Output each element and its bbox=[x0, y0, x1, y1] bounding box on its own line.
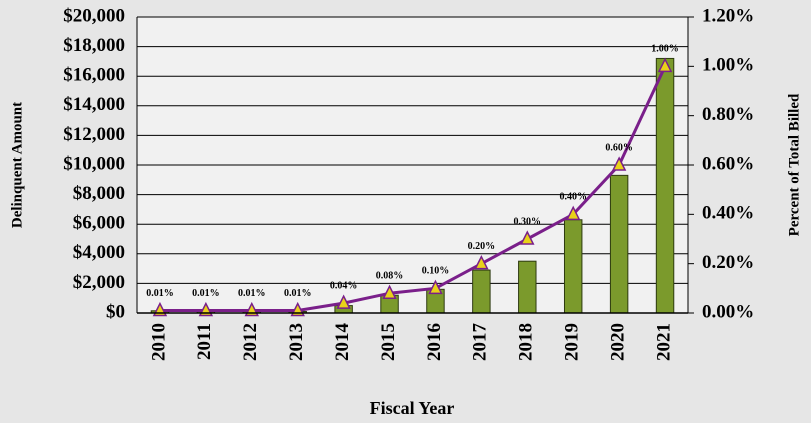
y-tick-label: $14,000 bbox=[63, 94, 125, 115]
y2-tick-label: 0.60% bbox=[702, 153, 754, 174]
data-label: 0.10% bbox=[422, 266, 450, 277]
data-label: 0.01% bbox=[192, 288, 220, 299]
y2-tick-label: 1.20% bbox=[702, 5, 754, 26]
x-tick-label: 2019 bbox=[562, 323, 583, 361]
y2-tick-label: 1.00% bbox=[702, 55, 754, 76]
x-axis-title: Fiscal Year bbox=[370, 398, 455, 418]
data-label: 0.04% bbox=[330, 280, 358, 291]
marker bbox=[611, 156, 627, 171]
bar bbox=[518, 260, 537, 314]
line bbox=[159, 65, 667, 313]
data-label: 0.01% bbox=[284, 288, 312, 299]
marker bbox=[657, 57, 673, 73]
y-tick-label: $12,000 bbox=[63, 124, 125, 145]
bar bbox=[472, 269, 491, 314]
bar bbox=[655, 57, 675, 314]
y-axis-title: Delinquent Amount bbox=[9, 102, 25, 228]
x-tick-label: 2010 bbox=[148, 323, 169, 361]
y-tick-label: $4,000 bbox=[73, 242, 125, 263]
bar bbox=[563, 219, 583, 314]
x-tick-label: 2014 bbox=[332, 323, 353, 362]
x-tick-label: 2017 bbox=[470, 323, 491, 362]
data-label: 0.01% bbox=[238, 288, 266, 299]
x-tick-label: 2018 bbox=[516, 323, 537, 361]
data-label: 0.20% bbox=[468, 241, 496, 252]
y-tick-label: $16,000 bbox=[63, 65, 125, 86]
y2-tick-label: 0.40% bbox=[702, 203, 754, 224]
data-label: 0.30% bbox=[514, 216, 542, 227]
bar bbox=[609, 174, 629, 314]
x-tick-label: 2016 bbox=[424, 323, 445, 361]
data-label: 0.40% bbox=[559, 192, 587, 203]
x-tick-label: 2021 bbox=[653, 323, 674, 361]
y-tick-label: $8,000 bbox=[73, 183, 125, 204]
marker bbox=[382, 284, 397, 300]
y-tick-label: $18,000 bbox=[63, 35, 125, 56]
y2-tick-label: 0.80% bbox=[702, 104, 754, 125]
y-tick-label: $6,000 bbox=[73, 213, 125, 234]
y-tick-label: $2,000 bbox=[73, 272, 125, 293]
x-tick-label: 2015 bbox=[378, 323, 399, 361]
y2-tick-label: 0.00% bbox=[702, 301, 754, 322]
data-label: 0.01% bbox=[146, 288, 174, 299]
x-tick-label: 2020 bbox=[607, 323, 628, 361]
y-tick-label: $10,000 bbox=[63, 153, 125, 174]
marker bbox=[565, 205, 581, 221]
marker bbox=[336, 294, 351, 309]
marker bbox=[520, 230, 535, 245]
x-tick-label: 2011 bbox=[194, 323, 215, 360]
x-tick-label: 2013 bbox=[286, 323, 307, 361]
marker bbox=[474, 254, 489, 270]
y-tick-label: $0 bbox=[106, 301, 125, 322]
y2-tick-label: 0.20% bbox=[702, 252, 754, 273]
y2-axis-title: Percent of Total Billed bbox=[786, 93, 802, 236]
data-label: 0.08% bbox=[376, 271, 404, 282]
y-tick-label: $20,000 bbox=[63, 5, 125, 26]
marker bbox=[428, 279, 443, 295]
data-label: 0.60% bbox=[605, 142, 633, 153]
data-label: 1.00% bbox=[651, 44, 679, 55]
x-tick-label: 2012 bbox=[240, 323, 261, 361]
